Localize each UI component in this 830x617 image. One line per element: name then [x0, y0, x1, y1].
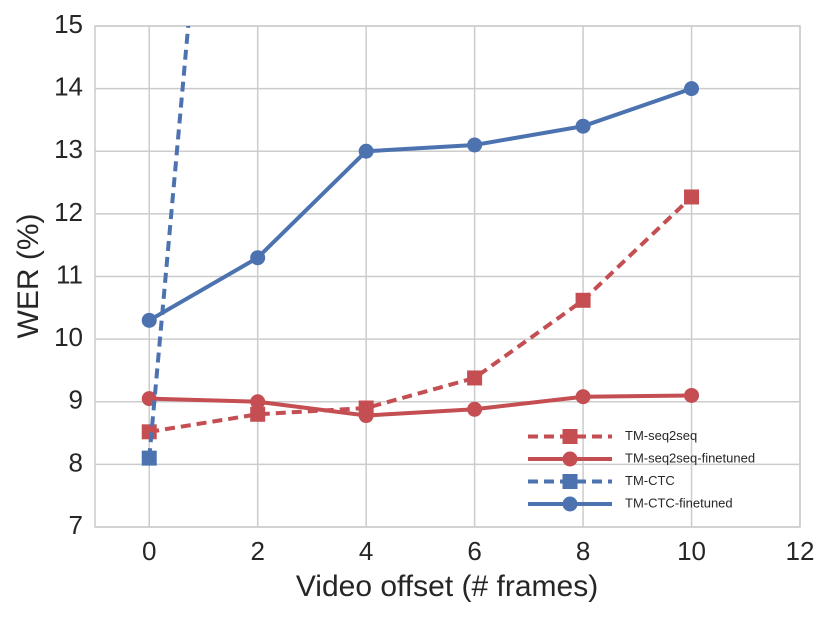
y-tick-label: 11: [56, 259, 83, 289]
x-tick-label: 2: [250, 536, 264, 566]
marker: [250, 250, 266, 266]
x-tick-label: 0: [142, 536, 156, 566]
marker: [467, 401, 483, 417]
marker: [575, 389, 591, 405]
legend-label: TM-CTC: [625, 473, 675, 488]
y-tick-label: 7: [69, 510, 83, 540]
series-line: [148, 195, 693, 434]
marker: [575, 118, 591, 134]
y-axis-label: WER (%): [12, 214, 45, 339]
series-line: [148, 86, 693, 323]
marker: [467, 137, 483, 153]
x-tick-label: 10: [677, 536, 706, 566]
legend-label: TM-seq2seq-finetuned: [625, 450, 755, 465]
x-tick-label: 12: [786, 536, 815, 566]
series-line: [149, 393, 692, 418]
legend: TM-seq2seq TM-seq2seq-finetuned TM-CTC TM-C…: [528, 428, 755, 512]
marker: [358, 408, 374, 424]
legend-marker: [562, 451, 578, 467]
marker: [684, 81, 700, 97]
marker: [467, 370, 483, 386]
marker: [358, 143, 374, 159]
series-line: [147, 26, 191, 459]
ticks: 7 8 9 10 11 12 13 14 15 0 2 4 6 8 10 12: [54, 9, 814, 566]
marker: [141, 312, 157, 328]
legend-marker: [562, 496, 578, 512]
legend-marker: [562, 429, 578, 444]
y-tick-label: 14: [54, 72, 83, 102]
marker: [250, 394, 266, 410]
marker: [250, 406, 266, 422]
y-tick-label: 15: [54, 9, 83, 39]
marker: [141, 450, 157, 466]
x-axis-label: Video offset (# frames): [296, 570, 598, 603]
x-tick-label: 4: [359, 536, 373, 566]
x-tick-label: 6: [467, 536, 481, 566]
y-tick-label: 13: [54, 134, 83, 164]
lines: [141, 26, 700, 466]
x-tick-label: 8: [576, 536, 590, 566]
marker: [684, 387, 700, 403]
marker: [684, 189, 700, 205]
y-tick-label: 12: [54, 197, 83, 227]
legend-label: TM-CTC-finetuned: [625, 495, 733, 510]
legend-marker: [562, 474, 578, 489]
plot-frame: [94, 25, 801, 528]
y-tick-label: 9: [69, 385, 83, 415]
y-tick-label: 8: [69, 447, 83, 477]
marker: [575, 292, 591, 308]
y-tick-label: 10: [54, 322, 83, 352]
legend-label: TM-seq2seq: [625, 428, 697, 443]
